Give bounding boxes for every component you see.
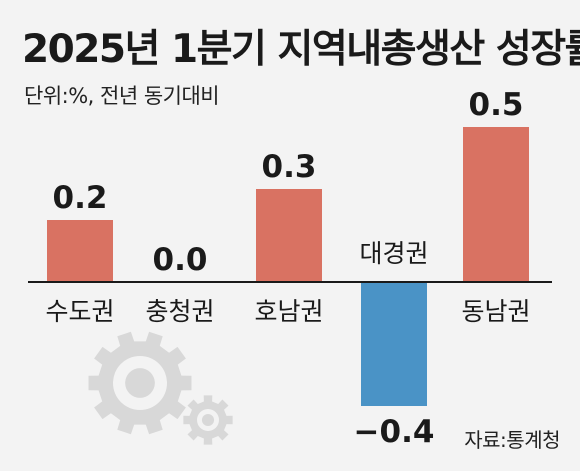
bar-동남권: [463, 127, 529, 282]
value-label: −0.4: [354, 414, 435, 450]
bar-대경권: [361, 282, 427, 406]
chart-title: 2025년 1분기 지역내총생산 성장률: [22, 27, 580, 72]
bar-수도권: [47, 220, 113, 282]
chart-subtitle: 단위:%, 전년 동기대비: [24, 84, 220, 108]
gear-icon: [88, 331, 192, 435]
value-label: 0.5: [469, 87, 524, 123]
category-label: 수도권: [45, 297, 114, 326]
value-label: 0.0: [153, 242, 208, 278]
gear-icon: [183, 395, 233, 445]
category-label: 대경권: [359, 239, 428, 268]
source-note: 자료:통계청: [464, 428, 560, 452]
bar-호남권: [256, 189, 322, 282]
category-label: 호남권: [254, 297, 323, 326]
value-label: 0.2: [53, 180, 108, 216]
category-label: 동남권: [461, 297, 530, 326]
value-label: 0.3: [262, 149, 317, 185]
category-label: 충청권: [145, 297, 214, 326]
